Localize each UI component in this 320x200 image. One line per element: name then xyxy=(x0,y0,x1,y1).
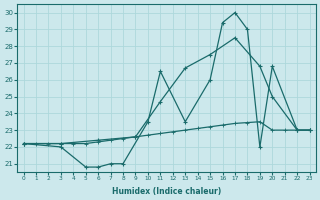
X-axis label: Humidex (Indice chaleur): Humidex (Indice chaleur) xyxy=(112,187,221,196)
